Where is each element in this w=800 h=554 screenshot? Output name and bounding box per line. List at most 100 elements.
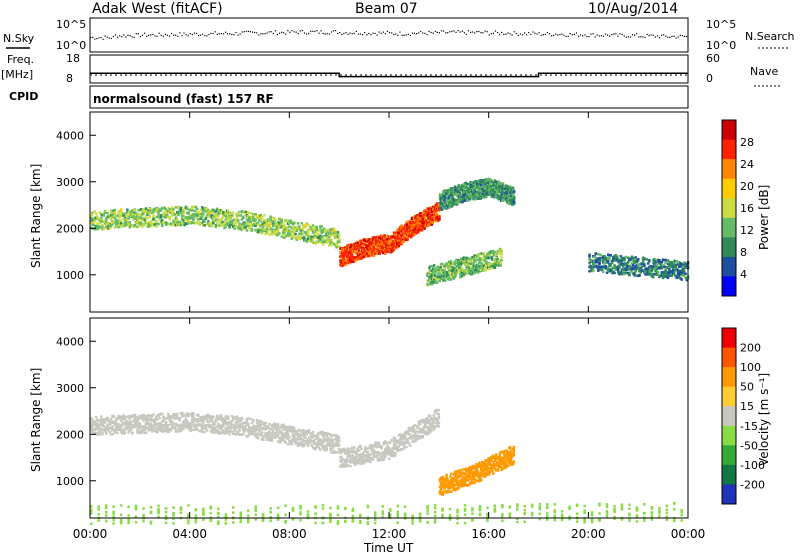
scatter-point xyxy=(390,238,394,242)
scatter-point xyxy=(117,210,120,213)
scatter-point xyxy=(109,214,113,217)
noise-point xyxy=(239,33,241,35)
scatter-point xyxy=(215,213,219,216)
scatter-point xyxy=(490,266,494,270)
scatter-point xyxy=(463,199,467,202)
scatter-point xyxy=(204,426,208,430)
noise-point xyxy=(206,35,208,37)
scatter-point xyxy=(192,412,195,415)
noise-point xyxy=(133,36,135,38)
scatter-point xyxy=(603,262,606,265)
scatter-point xyxy=(424,209,427,212)
scatter-point xyxy=(345,257,348,260)
scatter-point xyxy=(203,220,206,223)
noise-point xyxy=(451,30,453,33)
scatter-point xyxy=(326,236,330,240)
scatter-point xyxy=(634,270,637,273)
noise-point xyxy=(482,32,484,34)
scatter-point xyxy=(314,234,317,238)
scatter-point xyxy=(465,182,469,186)
scatter-point xyxy=(604,265,607,268)
scatter-point xyxy=(372,254,376,257)
scatter-point xyxy=(199,423,203,426)
scatter-point xyxy=(209,211,213,215)
scatter-point xyxy=(177,416,180,420)
scatter-point xyxy=(372,245,376,249)
noise-point xyxy=(220,33,222,35)
scatter-point xyxy=(603,255,606,258)
scatter-point xyxy=(673,261,676,264)
noise-point xyxy=(501,31,503,33)
scatter-point xyxy=(122,422,125,425)
noise-point xyxy=(658,37,661,39)
scatter-point xyxy=(260,420,264,424)
scatter-point xyxy=(109,433,113,436)
scatter-point xyxy=(335,236,338,239)
scatter-point xyxy=(112,420,115,424)
scatter-point xyxy=(276,233,280,237)
scatter-point xyxy=(290,226,294,230)
scatter-point xyxy=(389,241,392,245)
noise-point xyxy=(137,33,139,35)
scatter-point xyxy=(488,192,491,195)
scatter-point xyxy=(182,210,185,214)
scatter-point xyxy=(437,205,441,209)
scatter-point xyxy=(180,427,184,430)
scatter-point xyxy=(485,264,488,267)
scatter-point xyxy=(243,211,246,214)
scatter-point xyxy=(441,196,444,200)
scatter-point xyxy=(121,211,124,215)
scatter-point xyxy=(148,425,152,428)
scatter-point xyxy=(486,182,489,186)
scatter-point xyxy=(481,266,484,270)
noise-point xyxy=(150,34,152,36)
scatter-point xyxy=(346,250,350,254)
scatter-point xyxy=(509,187,513,190)
scatter-point xyxy=(428,222,431,226)
scatter-point xyxy=(403,234,406,237)
scatter-point xyxy=(484,187,487,190)
scatter-point xyxy=(107,215,110,218)
scatter-point xyxy=(501,199,504,203)
scatter-point xyxy=(444,201,447,204)
scatter-point xyxy=(101,224,104,227)
scatter-point xyxy=(310,229,313,232)
noise-point xyxy=(563,34,565,36)
scatter-point xyxy=(237,418,240,421)
scatter-point xyxy=(471,188,475,191)
scatter-point xyxy=(180,412,184,415)
scatter-point xyxy=(501,182,505,185)
scatter-point xyxy=(428,212,431,215)
noise-point xyxy=(90,37,92,39)
scatter-point xyxy=(622,262,625,265)
noise-point xyxy=(629,36,632,38)
scatter-point xyxy=(261,435,265,438)
scatter-point xyxy=(298,227,301,230)
noise-point xyxy=(357,33,360,35)
scatter-point xyxy=(278,224,281,228)
scatter-point xyxy=(210,430,214,434)
scatter-point xyxy=(189,424,193,428)
scatter-point xyxy=(288,225,291,228)
scatter-point xyxy=(430,220,433,223)
scatter-point xyxy=(159,423,163,426)
scatter-point xyxy=(113,226,117,229)
scatter-point xyxy=(450,205,454,208)
noise-point xyxy=(108,37,110,39)
scatter-point xyxy=(217,417,220,421)
scatter-point xyxy=(403,228,406,231)
scatter-point xyxy=(141,225,144,228)
scatter-point xyxy=(478,257,482,260)
scatter-point xyxy=(91,418,94,422)
noise-point xyxy=(330,31,333,33)
scatter-point xyxy=(588,253,591,257)
scatter-point xyxy=(240,210,244,214)
scatter-point xyxy=(605,271,609,274)
scatter-point xyxy=(223,430,226,434)
scatter-point xyxy=(153,422,156,425)
scatter-point xyxy=(477,254,481,257)
scatter-point xyxy=(143,428,147,431)
scatter-point xyxy=(156,208,159,212)
noise-point xyxy=(337,32,339,35)
scatter-point xyxy=(482,264,485,267)
